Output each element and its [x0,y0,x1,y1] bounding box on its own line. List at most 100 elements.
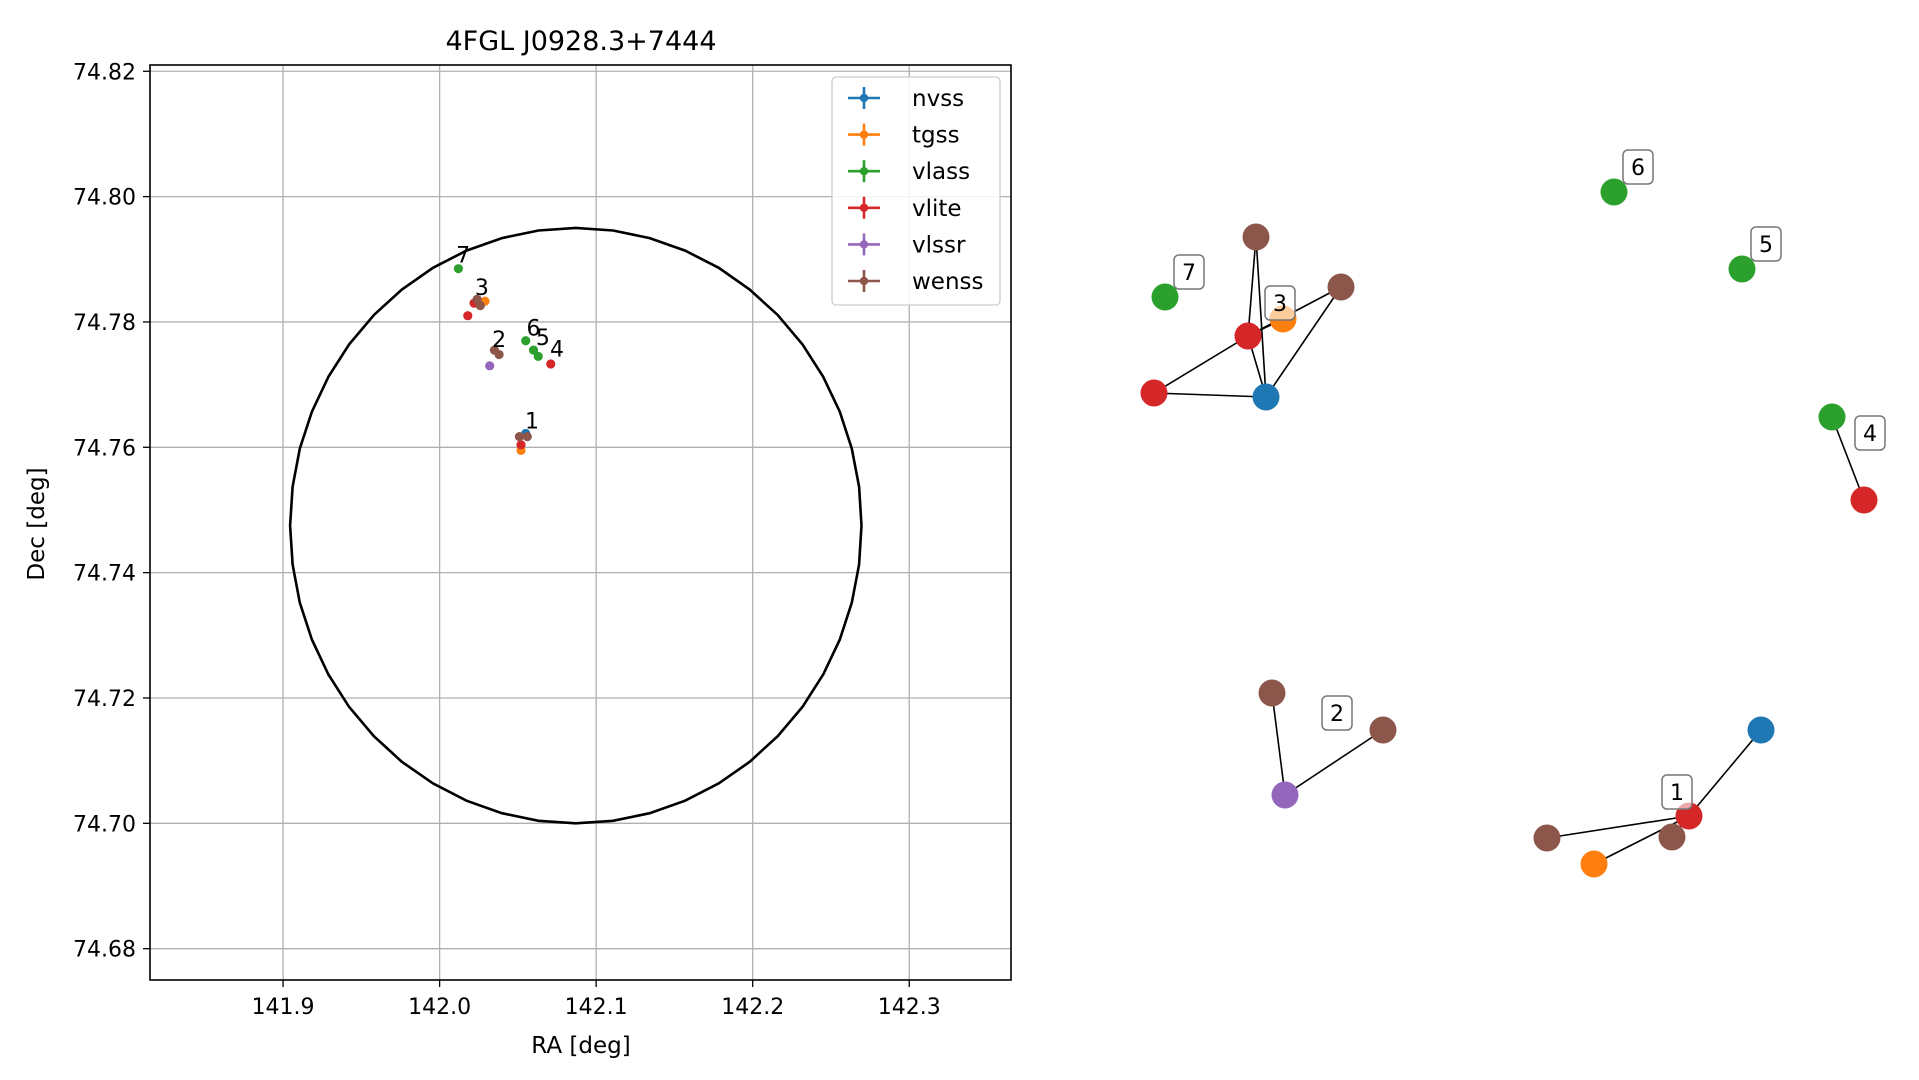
legend-label: vlass [912,159,970,185]
point-label: 1 [525,409,539,434]
y-axis-label: Dec [deg] [24,467,50,580]
vlass-point [521,336,531,346]
wenss-node [1258,679,1286,707]
graph-label-box [1750,226,1782,262]
vlass-node [1151,283,1179,311]
legend-marker-dot [859,203,869,212]
graph-label-4: 4 [1854,415,1886,451]
x-tick-label: 142.2 [721,995,784,1020]
graph-label-text: 7 [1182,261,1196,286]
legend-marker-dot [859,276,869,286]
wenss-point [494,349,504,360]
x-tick-label: 142.0 [408,995,471,1020]
vlass-point [528,345,539,355]
graph-label-1: 1 [1661,774,1693,810]
y-tick-label: 74.70 [73,812,136,837]
y-tick-label: 74.78 [73,311,136,336]
y-tick-label: 74.74 [73,562,136,587]
x-tick-label: 142.1 [565,995,628,1020]
vlite-node [1850,486,1878,514]
graph-edge [1255,236,1267,398]
x-tick-label: 141.9 [252,995,315,1020]
legend-entry-vlssr: vlssr [848,232,966,258]
wenss-point [522,432,532,442]
graph-label-text: 1 [1670,781,1684,806]
graph-label-box [1264,285,1296,321]
legend-marker-dot [859,240,869,249]
y-tick-label: 74.80 [73,186,136,211]
graph-edge [1688,729,1762,817]
legend-entry-vlite: vlite [848,196,962,222]
graph-label-text: 6 [1631,156,1645,181]
legend: nvss tgss vlass vlite vlssr wenss [831,76,1001,306]
point-label: 7 [456,243,470,268]
match-graph: 7 3 6 5 4 2 1 [1140,149,1886,878]
vlssr-point [485,361,495,371]
vlssr-node [1271,781,1299,809]
wenss-node [1658,823,1686,851]
legend-label: nvss [912,86,964,112]
nvss-node [1252,383,1280,411]
tgss-node [1580,850,1608,878]
legend-label: tgss [912,123,960,149]
wenss-node [1327,273,1355,301]
graph-edge [1153,392,1267,398]
wenss-node [1369,716,1397,744]
nvss-node [1747,716,1775,744]
graph-edge [1271,692,1286,796]
graph-label-box [1854,415,1886,451]
x-axis-label: RA [deg] [531,1033,630,1059]
vlite-point [516,440,526,450]
graph-edge [1265,286,1342,398]
confidence-ellipse [288,226,863,825]
vlass-point [533,351,543,362]
legend-label: wenss [912,269,984,295]
graph-label-text: 2 [1330,702,1344,727]
vlass-node [1728,255,1756,283]
point-label: 4 [550,337,564,362]
graph-edge [1546,815,1690,839]
graph-label-box [1661,774,1693,810]
vlass-node [1818,403,1846,431]
vlite-point [546,359,556,369]
y-tick-label: 74.76 [73,436,136,461]
vlite-node [1140,379,1168,407]
legend-label: vlite [912,196,962,222]
legend-entry-nvss: nvss [848,86,964,112]
vlass-node [1600,178,1628,206]
graph-edges [1153,236,1865,865]
y-tick-label: 74.72 [73,687,136,712]
x-tick-label: 142.3 [878,995,941,1020]
graph-label-box [1321,695,1353,731]
grid-lines [150,65,1011,980]
legend-marker-dot [859,93,869,103]
graph-label-3: 3 [1264,285,1296,321]
plot-frame [149,64,1012,981]
wenss-node [1242,223,1270,251]
graph-label-6: 6 [1622,149,1654,185]
graph-label-box [1173,254,1205,290]
graph-nodes [1140,178,1878,878]
x-axis-ticks: 141.9 142.0 142.1 142.2 142.3 [252,980,941,1020]
legend-entry-tgss: tgss [848,123,960,149]
point-label: 5 [536,326,550,351]
source-points [453,264,556,456]
graph-label-text: 3 [1273,292,1287,317]
y-tick-label: 74.82 [73,60,136,85]
graph-label-5: 5 [1750,226,1782,262]
y-tick-label: 74.68 [73,938,136,963]
point-label: 2 [492,328,506,353]
legend-label: vlssr [912,232,966,258]
graph-label-text: 5 [1759,233,1773,258]
chart-title: 4FGL J0928.3+7444 [445,26,716,57]
legend-marker-dot [859,130,869,139]
legend-marker-dot [859,167,869,176]
graph-label-box [1622,149,1654,185]
graph-labels: 7 3 6 5 4 2 1 [1173,149,1886,810]
point-annotations: 73 2 65 4 1 [456,243,564,434]
vlass-point [453,264,463,274]
scatter-plot: 732 65 41 141.9 142.0 142.1 142.2 142.3 74.687… [24,26,1012,1059]
legend-entry-vlass: vlass [848,159,970,185]
graph-edge [1831,416,1865,501]
